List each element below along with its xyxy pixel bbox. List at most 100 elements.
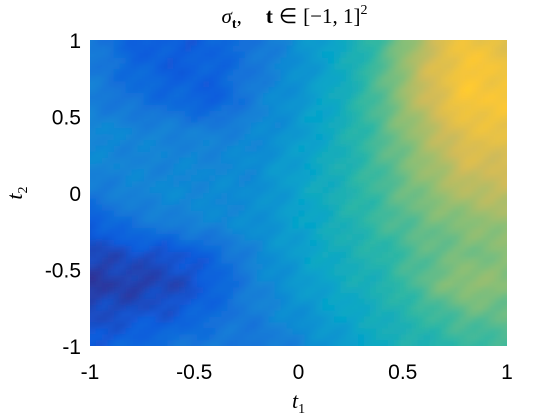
heatmap-cell [399, 51, 407, 59]
heatmap-cell [125, 275, 133, 282]
heatmap-cell [340, 98, 347, 106]
heatmap-cell [417, 322, 425, 329]
heatmap-cell [244, 87, 252, 94]
heatmap-cell [191, 293, 198, 300]
heatmap-cell [489, 340, 496, 346]
heatmap-cell [179, 269, 186, 276]
heatmap-cell [95, 122, 103, 129]
heatmap-cell [256, 122, 264, 129]
heatmap-cell [209, 340, 216, 346]
heatmap-cell [209, 281, 216, 288]
heatmap-cell [423, 75, 431, 82]
heatmap-cell [381, 81, 389, 88]
heatmap-cell [465, 263, 472, 271]
heatmap-cell [507, 222, 514, 228]
heatmap-cell [465, 193, 472, 200]
heatmap-cell [191, 228, 198, 235]
heatmap-cell [250, 222, 258, 229]
heatmap-cell [501, 145, 507, 153]
heatmap-cell [328, 251, 335, 259]
heatmap-cell [328, 198, 335, 206]
heatmap-cell [436, 346, 443, 352]
heatmap-cell [322, 198, 329, 206]
heatmap-cell [405, 281, 413, 288]
heatmap-cell [322, 287, 329, 294]
heatmap-cell [381, 75, 389, 82]
heatmap-cell [429, 287, 437, 294]
heatmap-cell [268, 81, 276, 88]
heatmap-cell [95, 92, 103, 100]
heatmap-cell [149, 340, 157, 346]
heatmap-cell [155, 145, 163, 153]
heatmap-cell [155, 92, 163, 100]
heatmap-cell [155, 81, 163, 88]
x-axis-label-base: t [292, 388, 299, 413]
heatmap-cell [340, 346, 347, 352]
heatmap-cell [501, 234, 507, 241]
heatmap-cell [340, 193, 347, 200]
heatmap-cell [334, 240, 341, 247]
heatmap-cell [274, 134, 282, 141]
heatmap-cell [477, 175, 484, 182]
heatmap-cell [90, 175, 97, 182]
heatmap-cell [215, 340, 222, 346]
heatmap-cell [215, 92, 222, 100]
heatmap-cell [411, 334, 419, 341]
heatmap-cell [274, 281, 282, 288]
heatmap-cell [191, 204, 198, 212]
heatmap-cell [227, 328, 234, 335]
heatmap-cell [107, 151, 115, 159]
heatmap-cell [95, 322, 103, 329]
heatmap-cell [107, 51, 115, 59]
heatmap-cell [364, 175, 371, 182]
heatmap-cell [90, 275, 91, 282]
heatmap-cell [340, 245, 347, 253]
heatmap-cell [90, 169, 97, 176]
heatmap-cell [435, 81, 443, 88]
heatmap-cell [501, 263, 507, 271]
heatmap-cell [173, 298, 180, 306]
heatmap-cell [274, 234, 282, 241]
heatmap-cell [417, 169, 425, 176]
heatmap-cell [340, 275, 347, 282]
heatmap-cell [459, 175, 466, 182]
heatmap-cell [179, 63, 186, 71]
heatmap-cell [429, 328, 437, 335]
heatmap-cell [375, 334, 383, 341]
heatmap-cell [381, 63, 389, 71]
heatmap-cell [215, 257, 222, 265]
heatmap-cell [346, 340, 353, 346]
heatmap-cell [369, 275, 377, 282]
heatmap-cell [191, 269, 198, 276]
heatmap-cell [155, 63, 163, 71]
heatmap-cell [131, 69, 139, 76]
heatmap-cell [393, 269, 401, 276]
heatmap-cell [304, 340, 312, 346]
heatmap-cell [417, 157, 425, 165]
heatmap-cell [489, 110, 496, 118]
heatmap-cell [471, 104, 478, 112]
heatmap-cell [453, 281, 460, 288]
heatmap-cell [459, 204, 466, 212]
heatmap-cell [238, 328, 246, 335]
heatmap-cell [185, 122, 192, 129]
heatmap-cell [250, 116, 258, 123]
heatmap-cell [328, 92, 335, 100]
heatmap-cell [429, 157, 437, 165]
heatmap-cell [399, 104, 407, 112]
heatmap-cell [221, 304, 228, 312]
heatmap-cell [149, 69, 157, 76]
heatmap-cell [179, 128, 186, 135]
heatmap-cell [125, 210, 133, 218]
heatmap-cell [95, 310, 103, 318]
heatmap-cell [423, 275, 431, 282]
heatmap-cell [119, 122, 127, 129]
heatmap-cell [495, 87, 502, 94]
heatmap-cell [215, 228, 222, 235]
heatmap-cell [131, 87, 139, 94]
heatmap-cell [113, 51, 121, 59]
heatmap-cell [203, 275, 210, 282]
heatmap-cell [179, 81, 186, 88]
heatmap-cell [304, 163, 312, 171]
heatmap-cell [453, 204, 460, 212]
